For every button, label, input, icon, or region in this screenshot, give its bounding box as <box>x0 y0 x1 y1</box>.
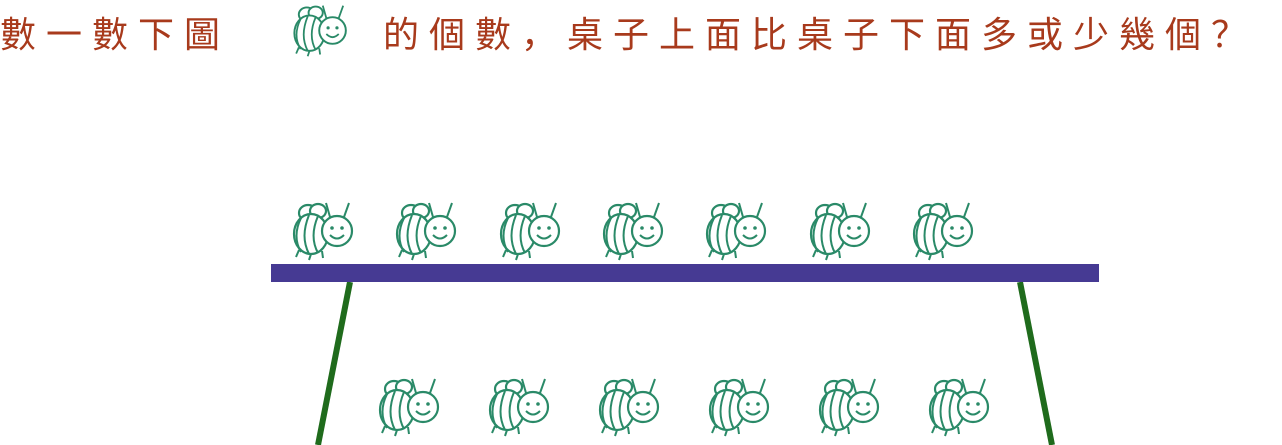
bee-icon <box>818 377 880 438</box>
bee-icon <box>928 377 990 438</box>
table-top <box>271 264 1099 282</box>
bee-icon <box>598 377 660 438</box>
question-part-2: 的個數，桌子上面比桌子下面多或少幾個？ <box>383 15 1258 56</box>
bees-on-table <box>292 201 974 262</box>
bee-icon <box>292 201 354 262</box>
question-text: 數一數下圖 的個數，桌子上面比桌子下面多或少幾個？ <box>0 0 1282 70</box>
bees-under-table <box>378 377 990 438</box>
bee-icon <box>499 201 561 262</box>
table-leg-left <box>315 281 353 445</box>
table-leg-right <box>1017 281 1055 445</box>
bee-icon <box>488 377 550 438</box>
bee-icon <box>395 201 457 262</box>
bee-icon <box>378 377 440 438</box>
bee-icon <box>602 201 664 262</box>
bee-icon <box>705 201 767 262</box>
bee-icon <box>912 201 974 262</box>
bee-icon <box>809 201 871 262</box>
bee-icon <box>708 377 770 438</box>
question-part-1: 數一數下圖 <box>0 15 231 56</box>
